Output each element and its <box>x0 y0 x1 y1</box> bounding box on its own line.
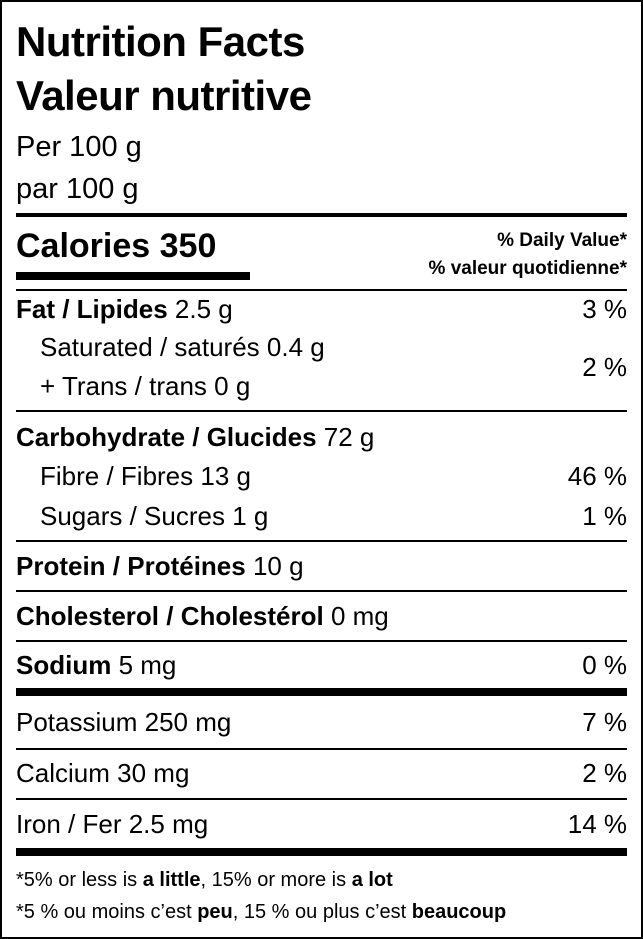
nutrient-name: Calcium <box>16 758 110 788</box>
rule-thick <box>16 688 627 696</box>
title: Valeur nutritive <box>16 72 312 119</box>
amount: 0 mg <box>330 601 389 631</box>
dv-header: % Daily Value* <box>497 230 627 251</box>
amount: 13 g <box>200 461 251 491</box>
nutrient: Potassium 250 mg <box>16 706 231 738</box>
rule <box>16 213 627 217</box>
nutrient-name: Saturated / saturés <box>40 332 260 362</box>
rule <box>16 798 627 800</box>
daily-value: 46 % <box>567 461 627 491</box>
nutrient: Iron / Fer 2.5 mg <box>16 808 208 840</box>
rule <box>16 410 627 412</box>
footnote-bold: peu <box>197 901 233 923</box>
daily-value: 2 % <box>582 758 627 788</box>
footnote-text: *5% or less is <box>16 869 143 891</box>
title: Nutrition Facts <box>16 18 305 65</box>
nutrient-name: Sodium <box>16 650 112 680</box>
footnote: *5% or less is a little, 15% or more is … <box>16 866 393 894</box>
footnote: *5 % ou moins c’est peu, 15 % ou plus c’… <box>16 898 506 926</box>
nutrient-name: Protein / Protéines <box>16 551 246 581</box>
amount: 30 mg <box>117 758 190 788</box>
nutrient: Saturated / saturés 0.4 g <box>40 331 325 363</box>
rule <box>16 748 627 750</box>
rule <box>16 289 627 291</box>
nutrient-name: Fibre / Fibres <box>40 461 194 491</box>
serving: par 100 g <box>16 173 139 205</box>
calories-label: Calories <box>16 227 151 265</box>
nutrient-name: Potassium <box>16 707 138 737</box>
amount: 1 g <box>232 501 269 531</box>
nutrient: Protein / Protéines 10 g <box>16 550 304 582</box>
footnote-text: , 15% or more is <box>200 869 352 891</box>
footnote-bold: a little <box>142 869 201 891</box>
amount: 0.4 g <box>266 332 325 362</box>
calories-underline <box>16 272 250 280</box>
daily-value: 7 % <box>582 707 627 737</box>
nutrient-name: Carbohydrate / Glucides <box>16 422 317 452</box>
serving: Per 100 g <box>16 131 142 163</box>
nutrient: Calcium 30 mg <box>16 757 189 789</box>
nutrient-name: Sugars / Sucres <box>40 501 225 531</box>
nutrient: Cholesterol / Cholestérol 0 mg <box>16 600 389 632</box>
amount: 5 mg <box>118 650 177 680</box>
calories-amount: 350 <box>159 227 217 265</box>
nutrient-name: Fat / Lipides <box>16 294 168 324</box>
amount: 2.5 mg <box>128 809 209 839</box>
amount: 10 g <box>252 551 304 581</box>
amount: 0 g <box>214 371 251 401</box>
nutrient: Fibre / Fibres 13 g <box>40 460 251 492</box>
calories: Calories 350 <box>16 226 216 266</box>
amount: 2.5 g <box>174 294 233 324</box>
amount: 250 mg <box>144 707 232 737</box>
footnote-bold: beaucoup <box>411 901 507 923</box>
footnote-text: , 15 % ou plus c’est <box>232 901 412 923</box>
daily-value: 2 % <box>582 352 627 382</box>
nutrient: Sugars / Sucres 1 g <box>40 500 268 532</box>
daily-value: 0 % <box>582 650 627 680</box>
rule-thick <box>16 848 627 856</box>
rule <box>16 640 627 642</box>
amount: 72 g <box>323 422 375 452</box>
footnote-bold: a lot <box>351 869 393 891</box>
dv-header: % valeur quotidienne* <box>428 258 627 279</box>
nutrient-name: + Trans / trans <box>40 371 207 401</box>
nutrient-name: Cholesterol / Cholestérol <box>16 601 324 631</box>
daily-value: 14 % <box>567 809 627 839</box>
rule <box>16 590 627 592</box>
nutrient: Sodium 5 mg <box>16 649 176 681</box>
daily-value: 1 % <box>582 501 627 531</box>
nutrient: Carbohydrate / Glucides 72 g <box>16 421 374 453</box>
nutrient-name: Iron / Fer <box>16 809 122 839</box>
nutrient: + Trans / trans 0 g <box>40 370 250 402</box>
footnote-text: *5 % ou moins c’est <box>16 901 198 923</box>
rule <box>16 540 627 542</box>
nutrient: Fat / Lipides 2.5 g <box>16 293 233 325</box>
daily-value: 3 % <box>582 294 627 324</box>
